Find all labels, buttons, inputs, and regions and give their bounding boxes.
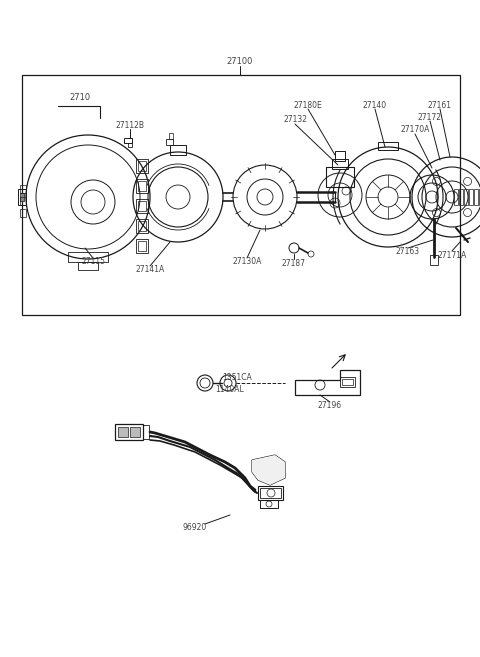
Bar	[454, 189, 458, 205]
Text: 27196: 27196	[318, 401, 342, 409]
Text: 27112B: 27112B	[116, 120, 144, 129]
Bar	[332, 159, 348, 169]
Bar	[258, 486, 283, 500]
Bar	[342, 379, 353, 385]
Bar	[170, 145, 186, 155]
Polygon shape	[252, 455, 285, 485]
Bar	[469, 189, 473, 205]
Bar	[124, 138, 132, 143]
Text: 27187: 27187	[282, 258, 306, 267]
Text: 27132: 27132	[283, 116, 307, 124]
Text: 27100: 27100	[227, 58, 253, 66]
Bar	[68, 252, 108, 262]
Bar	[22, 75, 460, 315]
Bar	[20, 197, 26, 205]
Bar	[464, 189, 468, 205]
Text: 1351CA: 1351CA	[222, 373, 252, 382]
Text: 27140: 27140	[363, 101, 387, 110]
Bar	[260, 488, 281, 498]
Text: 27171A: 27171A	[437, 250, 467, 260]
Bar	[20, 185, 26, 193]
Bar	[326, 167, 354, 187]
Text: 27163: 27163	[396, 248, 420, 256]
Bar	[78, 262, 98, 270]
Text: 27141A: 27141A	[135, 265, 165, 275]
Bar	[340, 377, 355, 387]
Bar	[430, 255, 438, 265]
Bar	[136, 199, 148, 213]
Bar	[138, 161, 146, 171]
Bar	[20, 193, 24, 201]
Bar	[378, 142, 398, 150]
Bar	[474, 189, 478, 205]
Text: 27180E: 27180E	[294, 101, 323, 110]
Bar	[18, 189, 26, 205]
Bar	[260, 500, 278, 508]
Bar	[169, 133, 173, 139]
Bar	[130, 427, 140, 437]
Bar	[20, 209, 26, 217]
Bar	[143, 425, 149, 439]
Bar	[136, 219, 148, 233]
Text: i: i	[399, 244, 401, 252]
Bar	[136, 159, 148, 173]
Text: 1140AL: 1140AL	[216, 386, 244, 394]
Bar	[335, 151, 345, 161]
Text: 27115: 27115	[81, 258, 105, 267]
Text: 27161: 27161	[428, 101, 452, 110]
Text: 96920: 96920	[183, 524, 207, 533]
Text: 27170A: 27170A	[400, 125, 430, 135]
Text: 2710: 2710	[70, 93, 91, 102]
Text: 27130A: 27130A	[232, 258, 262, 267]
Bar	[136, 179, 148, 193]
Bar	[128, 143, 132, 147]
Bar	[115, 424, 143, 440]
Bar	[138, 241, 146, 251]
Bar	[138, 181, 146, 191]
Bar	[459, 189, 463, 205]
Bar	[136, 239, 148, 253]
Text: 27172: 27172	[418, 112, 442, 122]
Bar	[138, 221, 146, 231]
Bar	[166, 139, 173, 145]
Bar	[138, 201, 146, 211]
Bar	[479, 189, 480, 205]
Bar	[118, 427, 128, 437]
